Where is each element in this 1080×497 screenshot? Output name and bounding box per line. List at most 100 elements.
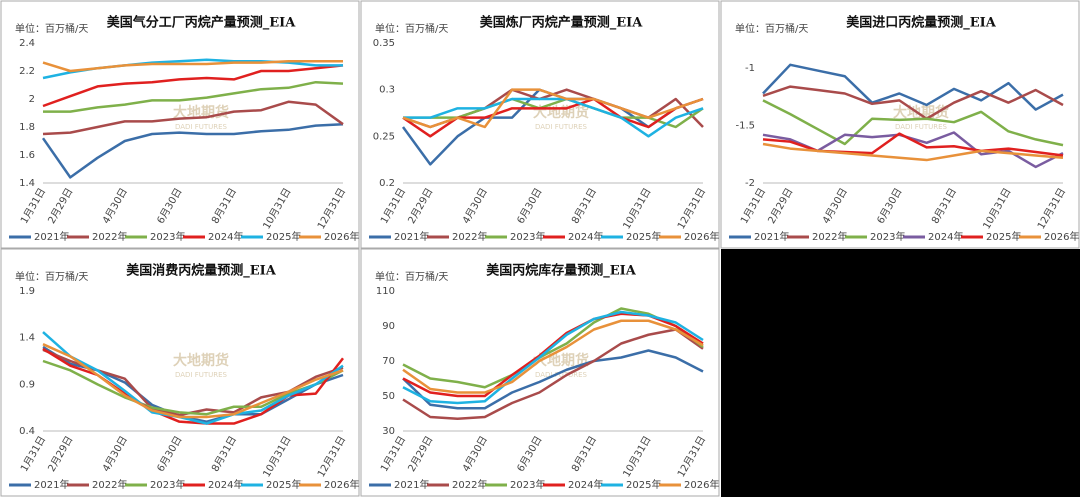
- series-line: [402, 349, 704, 410]
- chart-title: 美国丙烷库存量预测_EIA: [486, 263, 636, 279]
- panel-border: [0, 248, 360, 497]
- y-tick-label: 1.8: [19, 122, 35, 133]
- series-line: [402, 328, 704, 420]
- series-line: [42, 359, 344, 416]
- y-tick-label: 2.4: [19, 38, 35, 49]
- series-line: [42, 331, 344, 425]
- legend-label: 2023年: [150, 230, 185, 243]
- legend-label: 2025年: [266, 230, 301, 243]
- series-line: [42, 347, 344, 425]
- y-tick-label: 0.35: [373, 38, 395, 49]
- blank-panel: [721, 249, 1080, 497]
- series-line: [762, 63, 1064, 111]
- unit-label: 单位：百万桶/天: [735, 22, 808, 35]
- legend-label: 2024年: [208, 478, 243, 491]
- series-line: [762, 85, 1064, 120]
- y-tick-label: 30: [382, 426, 395, 437]
- watermark: DADI FUTURES: [175, 371, 228, 379]
- y-tick-label: 0.25: [373, 131, 395, 142]
- series-line: [43, 80, 344, 113]
- legend-label: 2021年: [754, 230, 789, 243]
- panel-border: [0, 0, 360, 249]
- chart-title: 美国气分工厂丙烷产量预测_EIA: [107, 15, 296, 31]
- legend-label: 2021年: [34, 478, 69, 491]
- legend-label: 2022年: [92, 478, 127, 491]
- series-line: [402, 88, 704, 129]
- legend-label: 2025年: [626, 478, 661, 491]
- y-tick-label: -1: [745, 63, 755, 74]
- y-tick-label: 0.4: [19, 426, 35, 437]
- unit-label: 单位：百万桶/天: [375, 22, 448, 35]
- series-line: [42, 343, 344, 419]
- unit-label: 单位：百万桶/天: [375, 270, 448, 283]
- legend-label: 2023年: [510, 478, 545, 491]
- series-line: [403, 97, 704, 138]
- series-line: [402, 319, 704, 394]
- legend-label: 2024年: [928, 230, 963, 243]
- legend-label: 2024年: [568, 478, 603, 491]
- watermark: DADI FUTURES: [895, 123, 948, 131]
- y-tick-label: -1.5: [735, 121, 755, 132]
- legend-label: 2022年: [92, 230, 127, 243]
- y-tick-label: 90: [382, 321, 395, 332]
- legend-label: 2024年: [568, 230, 603, 243]
- series-line: [42, 100, 344, 136]
- y-tick-label: 2: [29, 94, 35, 105]
- legend-label: 2023年: [510, 230, 545, 243]
- legend-label: 2022年: [452, 230, 487, 243]
- series-line: [402, 310, 704, 405]
- legend-label: 2022年: [812, 230, 847, 243]
- unit-label: 单位：百万桶/天: [15, 270, 88, 283]
- y-tick-label: 1.9: [19, 286, 35, 297]
- watermark: 大地期货: [893, 104, 949, 121]
- watermark: 大地期货: [173, 352, 229, 369]
- y-tick-label: -2: [745, 178, 755, 189]
- series-line: [762, 142, 1064, 162]
- legend-label: 2026年: [684, 478, 719, 491]
- y-tick-label: 0.2: [379, 178, 395, 189]
- y-tick-label: 1.4: [19, 178, 35, 189]
- legend-label: 2024年: [208, 230, 243, 243]
- y-tick-label: 1.6: [19, 150, 35, 161]
- chart-title: 美国炼厂丙烷产量预测_EIA: [480, 15, 643, 31]
- series-line: [403, 97, 704, 129]
- series-line: [41, 122, 344, 179]
- series-line: [42, 59, 343, 73]
- legend-label: 2025年: [266, 478, 301, 491]
- unit-label: 单位：百万桶/天: [15, 22, 88, 35]
- legend-label: 2026年: [324, 478, 359, 491]
- y-tick-label: 0.3: [379, 85, 395, 96]
- watermark: DADI FUTURES: [175, 123, 228, 131]
- legend-label: 2026年: [1044, 230, 1079, 243]
- y-tick-label: 110: [376, 286, 395, 297]
- legend-label: 2021年: [34, 230, 69, 243]
- legend-label: 2025年: [986, 230, 1021, 243]
- legend-label: 2026年: [684, 230, 719, 243]
- legend-label: 2025年: [626, 230, 661, 243]
- watermark: DADI FUTURES: [535, 371, 588, 379]
- series-line: [42, 64, 344, 108]
- legend-label: 2022年: [452, 478, 487, 491]
- watermark: DADI FUTURES: [535, 123, 588, 131]
- y-tick-label: 1.4: [19, 333, 35, 344]
- panel-border: [720, 0, 1080, 249]
- y-tick-label: 2.2: [19, 66, 35, 77]
- chart-title: 美国进口丙烷量预测_EIA: [846, 15, 996, 31]
- series-line: [402, 97, 704, 138]
- y-tick-label: 0.9: [19, 379, 35, 390]
- y-tick-label: 70: [382, 356, 395, 367]
- series-line: [762, 99, 1064, 147]
- chart-title: 美国消费丙烷量预测_EIA: [126, 263, 276, 279]
- legend-label: 2023年: [150, 478, 185, 491]
- legend-label: 2023年: [870, 230, 905, 243]
- legend-label: 2026年: [324, 230, 359, 243]
- y-tick-label: 50: [382, 391, 395, 402]
- legend-label: 2021年: [394, 230, 429, 243]
- legend-label: 2021年: [394, 478, 429, 491]
